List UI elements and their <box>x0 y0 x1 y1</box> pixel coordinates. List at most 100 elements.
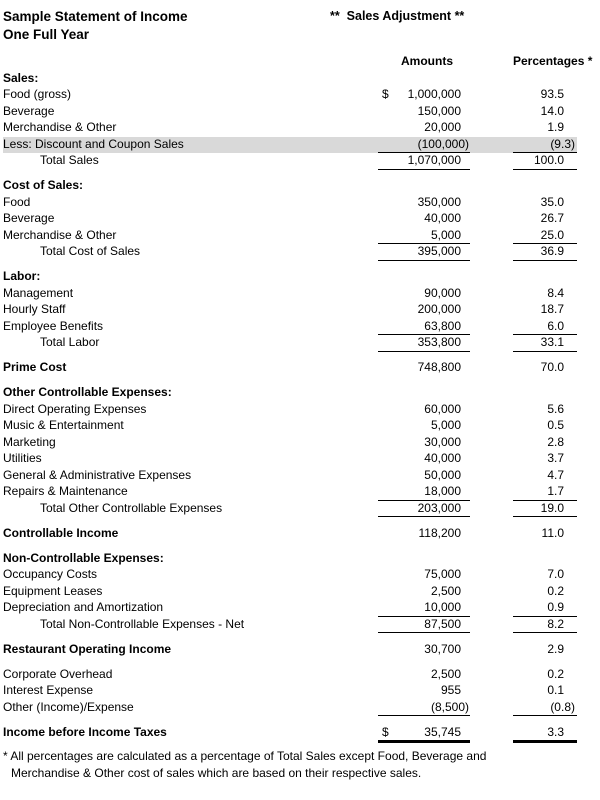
statement-section: Non-Controllable Expenses: Occupancy Cost… <box>3 551 577 633</box>
amount-cell: 203,000 <box>378 501 470 517</box>
percentage-cell: 1.7 <box>513 484 577 501</box>
statement-row: Direct Operating Expenses 60,000 5.6 <box>3 402 577 419</box>
percentage-cell: 0.5 <box>547 418 564 432</box>
percentage-cell: 14.0 <box>540 103 564 118</box>
amount-cell: $35,745 <box>378 725 470 743</box>
statement-row: Restaurant Operating Income 30,700 2.9 <box>3 642 577 659</box>
section-header: Labor: <box>3 269 41 283</box>
statement-row: Repairs & Maintenance 18,000 1.7 <box>3 484 577 501</box>
column-header-spacer <box>3 54 335 71</box>
statement-row: Total Other Controllable Expenses 203,000… <box>3 500 577 517</box>
statement-row: Food 350,000 35.0 <box>3 195 577 212</box>
row-label: Other (Income)/Expense <box>3 699 134 714</box>
amount-cell: (8,500) <box>378 700 470 716</box>
row-label: Marketing <box>3 434 56 449</box>
percentage-cell: 35.0 <box>540 194 564 209</box>
statement-section: Sales: Food (gross) $1,000,000 93.5 Beverage… <box>3 71 577 170</box>
statement-row: Depreciation and Amortization 10,000 0.9 <box>3 600 577 617</box>
amount-cell: (100,000) <box>378 137 470 153</box>
row-label: Occupancy Costs <box>3 567 98 581</box>
percentage-cell: 6.0 <box>513 319 577 335</box>
percentage-cell: 0.2 <box>547 583 564 598</box>
row-label: Repairs & Maintenance <box>3 484 128 498</box>
statement-row: Interest Expense 955 0.1 <box>3 683 577 700</box>
statement-section: Income before Income Taxes $35,745 3.3 <box>3 725 577 743</box>
statement-section: Controllable Income 118,200 11.0 <box>3 526 577 543</box>
amount-cell: 18,000 <box>378 484 470 501</box>
percentage-cell: 18.7 <box>540 302 564 316</box>
statement-section: Prime Cost 748,800 70.0 <box>3 360 577 377</box>
statement-row: Other (Income)/Expense (8,500) (0.8) <box>3 699 577 716</box>
section-header: Non-Controllable Expenses: <box>3 550 164 565</box>
amount-cell: 955 <box>440 683 461 697</box>
currency-symbol: $ <box>382 724 389 739</box>
percentage-cell: 25.0 <box>513 228 577 244</box>
amount-cell: 87,500 <box>378 617 470 633</box>
percentage-cell: 1.9 <box>547 120 564 134</box>
amount-cell: 40,000 <box>424 451 461 465</box>
statement-row: Income before Income Taxes $35,745 3.3 <box>3 725 577 743</box>
amount-cell: 2,500 <box>430 666 461 681</box>
row-label: Equipment Leases <box>3 583 103 598</box>
row-label: Merchandise & Other <box>3 227 117 242</box>
statement-row: Controllable Income 118,200 11.0 <box>3 526 577 543</box>
percentage-cell: 7.0 <box>547 567 564 581</box>
row-label: Utilities <box>3 451 42 465</box>
amount-cell: 40,000 <box>424 211 461 225</box>
percentage-cell: 36.9 <box>513 244 577 261</box>
statement-row: Total Sales 1,070,000 100.0 <box>3 153 577 170</box>
section-header: Sales: <box>3 70 39 85</box>
row-label: Total Sales <box>40 153 99 167</box>
statement-row: Employee Benefits 63,800 6.0 <box>3 319 577 335</box>
amount-cell: $1,000,000 <box>378 87 470 104</box>
percentage-cell: 2.8 <box>547 434 564 449</box>
statement-body: Sales: Food (gross) $1,000,000 93.5 Beverage… <box>3 71 577 743</box>
statement-row: Marketing 30,000 2.8 <box>3 435 577 452</box>
statement-row: Occupancy Costs 75,000 7.0 <box>3 567 577 584</box>
row-label: Less: Discount and Coupon Sales <box>3 136 184 151</box>
percentage-cell: 70.0 <box>540 360 564 374</box>
section-header: Other Controllable Expenses: <box>3 385 172 399</box>
statement-row: General & Administrative Expenses 50,000 4… <box>3 468 577 485</box>
percentage-cell: 0.2 <box>547 666 564 681</box>
percentage-cell: 8.4 <box>547 285 564 300</box>
amount-cell: 10,000 <box>378 600 470 617</box>
amount-cell: 150,000 <box>417 103 461 118</box>
statement-row: Total Labor 353,800 33.1 <box>3 335 577 352</box>
percentage-cell: 0.1 <box>547 683 564 697</box>
row-label: Direct Operating Expenses <box>3 401 147 416</box>
amount-cell: 5,000 <box>430 418 461 432</box>
amount-cell: 118,200 <box>418 525 462 540</box>
page-subtitle: One Full Year <box>3 27 90 42</box>
column-headers: Amounts Percentages * <box>3 54 592 71</box>
statement-row: Corporate Overhead 2,500 0.2 <box>3 667 577 684</box>
amount-cell: 5,000 <box>378 228 470 244</box>
row-label: Music & Entertainment <box>3 418 124 432</box>
percentage-cell: 3.7 <box>547 451 564 465</box>
amount-cell: 60,000 <box>424 401 461 416</box>
section-header-row: Non-Controllable Expenses: <box>3 551 577 568</box>
row-label: Merchandise & Other <box>3 120 117 134</box>
row-label: Total Other Controllable Expenses <box>40 500 223 515</box>
statement-row: Beverage 40,000 26.7 <box>3 211 577 228</box>
percentage-cell: 2.9 <box>547 641 564 656</box>
percentage-cell: (0.8) <box>513 700 577 716</box>
statement-row: Less: Discount and Coupon Sales (100,000)… <box>3 136 577 153</box>
amount-cell: 353,800 <box>378 335 470 352</box>
section-header-row: Sales: <box>3 71 577 88</box>
column-header-percentages: Percentages * <box>513 54 593 68</box>
statement-row: Utilities 40,000 3.7 <box>3 451 577 468</box>
page-title: Sample Statement of Income <box>3 9 188 24</box>
section-header: Cost of Sales: <box>3 178 84 192</box>
amount-cell: 30,700 <box>424 641 461 656</box>
row-label: Beverage <box>3 211 55 225</box>
row-label: Food (gross) <box>3 87 72 101</box>
row-label: Corporate Overhead <box>3 666 113 681</box>
amount-cell: 395,000 <box>378 244 470 261</box>
section-header-row: Cost of Sales: <box>3 178 577 195</box>
footnote-line-2: Merchandise & Other cost of sales which … <box>11 765 422 780</box>
percentage-cell: 100.0 <box>513 153 577 170</box>
percentage-cell: 8.2 <box>513 617 577 633</box>
row-label: Total Non-Controllable Expenses - Net <box>40 616 245 631</box>
percentage-cell: 11.0 <box>541 525 564 540</box>
